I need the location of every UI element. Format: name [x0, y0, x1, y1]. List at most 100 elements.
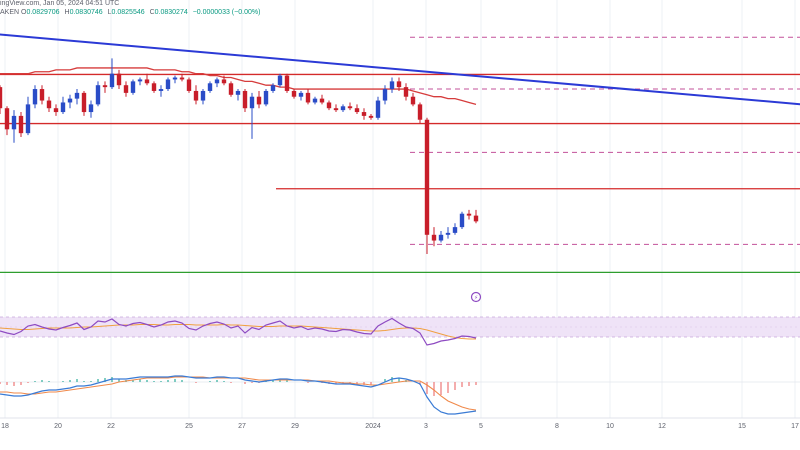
candle-body-61 [424, 119, 430, 235]
candle-body-0 [0, 87, 3, 109]
time-axis-tick-label: 22 [107, 423, 115, 430]
candle-body-25 [172, 77, 178, 80]
ohlc-low: L0.0825546 [107, 9, 145, 16]
rsi-ma-line [0, 323, 476, 340]
grid [4, 0, 796, 418]
time-axis-tick-label: 17 [791, 423, 799, 430]
price-levels [0, 36, 800, 337]
candle-body-32 [221, 79, 227, 84]
candle-body-23 [158, 89, 164, 91]
candle-body-65 [452, 227, 458, 233]
time-axis-tick-label: 18 [1, 423, 9, 430]
candle-body-31 [214, 79, 220, 84]
candle-body-5 [32, 89, 38, 105]
candle-body-16 [109, 73, 115, 88]
candle-body-10 [67, 98, 73, 103]
candle-body-19 [130, 81, 136, 93]
ohlc-legend: AKEN O0.0829706 H0.0830746 L0.0825546 C0… [0, 9, 260, 16]
time-axis-tick-label: 12 [658, 423, 666, 430]
rsi-panel [0, 316, 800, 346]
candle-body-8 [53, 108, 59, 113]
candle-body-57 [396, 81, 402, 88]
candle-body-14 [95, 85, 101, 105]
candle-body-39 [270, 85, 276, 91]
candle-body-47 [326, 102, 332, 109]
candle-body-60 [417, 104, 423, 120]
candle-body-2 [11, 115, 17, 130]
candle-body-52 [361, 112, 367, 116]
candle-body-1 [4, 108, 10, 130]
candle-body-26 [179, 77, 185, 80]
moving-average-line [0, 67, 477, 106]
time-axis: 18 20 22 25 27 29 2024 3 5 8 10 12 15 17 [0, 417, 800, 430]
candle-body-27 [186, 79, 192, 91]
candle-body-7 [46, 100, 52, 109]
time-axis-tick-label: 8 [555, 423, 559, 430]
candle-body-48 [333, 108, 339, 111]
candle-body-9 [60, 102, 66, 113]
candle-body-36 [249, 96, 255, 109]
candle-body-51 [354, 108, 360, 113]
candle-body-53 [368, 115, 374, 118]
candle-body-44 [305, 92, 311, 103]
macd-line [0, 375, 477, 415]
trendline[interactable] [0, 32, 800, 111]
candle-body-29 [200, 90, 206, 101]
time-axis-tick-label: 5 [479, 423, 483, 430]
candle-body-64 [445, 232, 451, 235]
source-text: ingView.com, Jan 05, 2024 04:51 UTC [0, 0, 120, 7]
candle-body-41 [284, 75, 290, 91]
candle-body-20 [137, 79, 143, 82]
ohlc-change: −0.0000033 (−0.00%) [192, 9, 261, 16]
event-marker-glyph: ⚡ [474, 295, 478, 302]
descending-trendline [0, 33, 800, 106]
candle-body-34 [235, 90, 241, 95]
time-axis-tick-label: 29 [291, 423, 299, 430]
candle-body-11 [74, 92, 80, 99]
candle-body-43 [298, 92, 304, 97]
time-axis-tick-label: 20 [54, 423, 62, 430]
candle-body-33 [228, 83, 234, 95]
candle-body-45 [312, 98, 318, 103]
ohlc-open: O0.0829706 [21, 9, 60, 16]
candle-body-38 [263, 90, 269, 105]
candle-body-30 [207, 83, 213, 91]
candle-body-67 [466, 213, 472, 216]
candle-body-42 [291, 90, 297, 97]
candle-body-4 [25, 104, 31, 134]
candle-body-3 [18, 115, 24, 134]
candle-body-59 [410, 96, 416, 105]
candle-body-13 [88, 104, 94, 113]
candle-body-22 [151, 83, 157, 91]
event-marker[interactable]: ⚡ [470, 291, 482, 303]
candles[interactable] [0, 58, 479, 254]
candle-body-35 [242, 90, 248, 109]
time-axis-tick-label: 27 [238, 423, 246, 430]
time-axis-tick-label: 3 [424, 423, 428, 430]
candle-body-54 [375, 100, 381, 118]
candle-body-50 [347, 106, 353, 109]
rsi-line [0, 317, 477, 346]
candle-body-58 [403, 87, 409, 97]
candle-body-24 [165, 79, 171, 90]
time-axis-tick-label: 10 [606, 423, 614, 430]
candle-body-40 [277, 75, 283, 86]
candle-body-49 [340, 106, 346, 111]
candle-body-68 [473, 215, 479, 222]
candle-body-17 [116, 73, 122, 86]
candle-body-12 [81, 92, 87, 113]
ohlc-high: H0.0830746 [64, 9, 103, 16]
candle-body-55 [382, 89, 388, 101]
ohlc-close: C0.0830274 [149, 9, 188, 16]
candle-body-6 [39, 89, 45, 101]
time-axis-tick-label: 2024 [365, 423, 381, 430]
symbol-text: AKEN [0, 9, 20, 16]
chart-source-line: ingView.com, Jan 05, 2024 04:51 UTC [0, 0, 119, 7]
candle-body-21 [144, 79, 150, 84]
time-axis-tick-label: 25 [185, 423, 193, 430]
candle-body-15 [102, 85, 108, 88]
macd-panel [0, 375, 800, 415]
candle-body-63 [438, 234, 444, 241]
time-axis-tick-label: 15 [738, 423, 746, 430]
